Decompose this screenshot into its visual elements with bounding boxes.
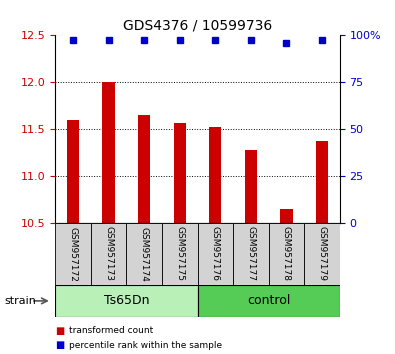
Text: GSM957179: GSM957179 bbox=[318, 227, 326, 281]
Bar bbox=[198, 223, 233, 285]
Text: control: control bbox=[247, 295, 290, 307]
Text: GSM957177: GSM957177 bbox=[246, 227, 255, 281]
Bar bbox=[245, 150, 257, 223]
Bar bbox=[280, 209, 293, 223]
Bar bbox=[304, 223, 340, 285]
Text: percentile rank within the sample: percentile rank within the sample bbox=[69, 341, 222, 350]
Bar bbox=[173, 122, 186, 223]
Bar bbox=[233, 223, 269, 285]
Bar bbox=[126, 223, 162, 285]
Bar bbox=[198, 285, 340, 317]
Bar bbox=[67, 120, 79, 223]
Bar bbox=[102, 82, 115, 223]
Title: GDS4376 / 10599736: GDS4376 / 10599736 bbox=[123, 19, 272, 33]
Bar bbox=[269, 223, 304, 285]
Bar bbox=[91, 223, 126, 285]
Text: transformed count: transformed count bbox=[69, 326, 153, 336]
Bar bbox=[209, 127, 222, 223]
Text: GSM957175: GSM957175 bbox=[175, 227, 184, 281]
Text: Ts65Dn: Ts65Dn bbox=[103, 295, 149, 307]
Text: GSM957174: GSM957174 bbox=[140, 227, 149, 281]
Bar bbox=[162, 223, 198, 285]
Text: GSM957176: GSM957176 bbox=[211, 227, 220, 281]
Bar bbox=[55, 223, 91, 285]
Bar bbox=[316, 141, 328, 223]
Text: GSM957178: GSM957178 bbox=[282, 227, 291, 281]
Text: GSM957172: GSM957172 bbox=[69, 227, 77, 281]
Text: ■: ■ bbox=[55, 326, 64, 336]
Bar bbox=[55, 285, 198, 317]
Bar bbox=[138, 115, 150, 223]
Text: GSM957173: GSM957173 bbox=[104, 227, 113, 281]
Text: strain: strain bbox=[4, 296, 36, 306]
Text: ■: ■ bbox=[55, 340, 64, 350]
